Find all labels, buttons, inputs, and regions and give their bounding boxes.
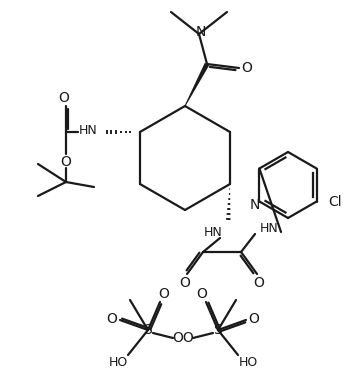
Text: O: O	[58, 91, 69, 105]
Text: O: O	[159, 287, 169, 301]
Text: HN: HN	[79, 123, 97, 136]
Text: HN: HN	[260, 221, 279, 234]
Text: HN: HN	[204, 225, 222, 238]
Polygon shape	[185, 63, 209, 106]
Text: N: N	[196, 25, 206, 39]
Text: S: S	[144, 323, 153, 337]
Text: O: O	[61, 155, 71, 169]
Text: OO: OO	[172, 331, 194, 345]
Text: O: O	[242, 61, 252, 75]
Text: O: O	[253, 276, 265, 290]
Text: O: O	[107, 312, 117, 326]
Text: HO: HO	[238, 356, 258, 370]
Text: Cl: Cl	[328, 194, 342, 209]
Text: S: S	[214, 323, 222, 337]
Text: O: O	[197, 287, 207, 301]
Text: O: O	[248, 312, 260, 326]
Text: N: N	[249, 198, 260, 212]
Text: O: O	[180, 276, 190, 290]
Text: HO: HO	[108, 356, 127, 370]
